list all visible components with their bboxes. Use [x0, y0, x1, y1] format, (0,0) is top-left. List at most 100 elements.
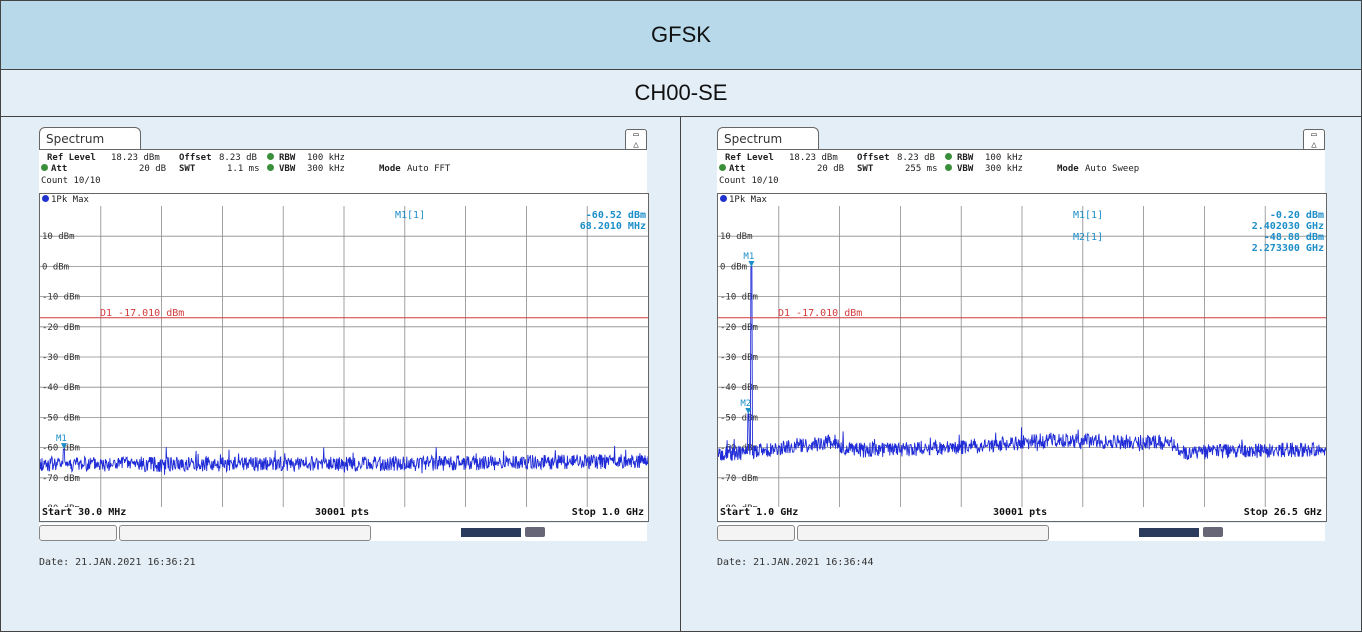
- limit-line-label: D1 -17.010 dBm: [778, 308, 862, 319]
- marker-readout-freq: 68.2010 MHz: [580, 221, 646, 232]
- left-cell: Spectrum ▭ △ Ref Level 18.23 dBm Offset 8…: [1, 117, 681, 631]
- marker-readout-name: M2[1]: [1073, 232, 1103, 243]
- trace-label-text: 1Pk Max: [51, 195, 89, 205]
- y-tick-label: -70 dBm: [42, 474, 80, 484]
- marker-readout-value: -0.20 dBm: [1270, 210, 1324, 221]
- trace-label: 1Pk Max: [42, 195, 89, 205]
- count-text: Count 10/10: [41, 176, 101, 186]
- taskbar-button[interactable]: [717, 525, 795, 541]
- spectrum-trace: [39, 445, 649, 475]
- trace-label: 1Pk Max: [720, 195, 767, 205]
- right-cell: Spectrum ▭ △ Ref Level 18.23 dBm Offset 8…: [681, 117, 1361, 631]
- att-dot-icon: [719, 164, 726, 174]
- vbw-label: VBW: [957, 164, 974, 174]
- y-tick-label: -70 dBm: [720, 474, 758, 484]
- y-tick-label: 10 dBm: [42, 232, 75, 242]
- date-stamp: Date: 21.JAN.2021 16:36:44: [717, 557, 874, 568]
- window-icon[interactable]: ▭ △: [625, 129, 647, 151]
- spectrum-tab[interactable]: Spectrum: [717, 127, 819, 150]
- ref-level-label: Ref Level: [47, 153, 96, 163]
- analyzer-left: Spectrum ▭ △ Ref Level 18.23 dBm Offset 8…: [39, 127, 651, 607]
- vbw-value: 300 kHz: [307, 164, 345, 174]
- offset-label: Offset: [857, 153, 890, 163]
- ref-level-value: 18.23 dBm: [789, 153, 838, 163]
- count-text: Count 10/10: [719, 176, 779, 186]
- taskbar-field[interactable]: [797, 525, 1049, 541]
- rbw-dot-icon: [945, 153, 952, 163]
- rbw-value: 100 kHz: [307, 153, 345, 163]
- status-icon: [525, 527, 545, 537]
- marker-readout-value: -48.88 dBm: [1264, 232, 1324, 243]
- progress-indicator: [461, 528, 521, 537]
- att-label: Att: [729, 164, 746, 174]
- marker-triangle: [60, 443, 67, 450]
- marker-label: M1: [56, 434, 67, 444]
- att-value: 20 dB: [817, 164, 845, 174]
- ref-level-value: 18.23 dBm: [111, 153, 160, 163]
- date-stamp: Date: 21.JAN.2021 16:36:21: [39, 557, 196, 568]
- y-tick-label: -30 dBm: [720, 353, 758, 363]
- spectrum-tab[interactable]: Spectrum: [39, 127, 141, 150]
- progress-indicator: [1139, 528, 1199, 537]
- points-label: 30001 pts: [993, 507, 1048, 518]
- rbw-label: RBW: [279, 153, 296, 163]
- y-tick-label: -20 dBm: [42, 323, 80, 333]
- taskbar-button[interactable]: [39, 525, 117, 541]
- marker-label: M1: [743, 252, 754, 262]
- mode-value: Auto Sweep: [1085, 164, 1140, 174]
- y-tick-label: -50 dBm: [42, 413, 80, 423]
- trace-dot-icon: [720, 195, 727, 202]
- rbw-label: RBW: [957, 153, 974, 163]
- y-tick-label: 0 dBm: [720, 262, 747, 272]
- spectrum-plot: 10 dBm 0 dBm -10 dBm -20 dBm -30 dBm -40 dBm -…: [39, 206, 649, 514]
- swt-value: 1.1 ms: [227, 164, 260, 174]
- plot-area: 1Pk Max 10 dBm 0 dBm -10 dBm -20 dBm -30 dBm…: [39, 193, 649, 514]
- settings-panel: Ref Level 18.23 dBm Offset 8.23 dB RBW 1…: [717, 149, 1325, 194]
- marker-readout-freq: 2.273300 GHz: [1252, 243, 1324, 254]
- y-tick-label: -40 dBm: [42, 383, 80, 393]
- y-tick-label: -10 dBm: [42, 293, 80, 303]
- start-label: Start 30.0 MHz: [42, 507, 127, 518]
- spectrum-trace: [717, 266, 1327, 462]
- stop-label: Stop 26.5 GHz: [1243, 507, 1322, 518]
- modulation-header: GFSK: [1, 1, 1361, 70]
- channel-header: CH00-SE: [1, 70, 1361, 117]
- y-tick-label: 0 dBm: [42, 262, 69, 272]
- offset-value: 8.23 dB: [897, 153, 935, 163]
- swt-label: SWT: [857, 164, 874, 174]
- vbw-dot-icon: [267, 164, 274, 174]
- status-icon: [1203, 527, 1223, 537]
- y-tick-label: -50 dBm: [720, 413, 758, 423]
- swt-value: 255 ms: [905, 164, 938, 174]
- window-icon[interactable]: ▭ △: [1303, 129, 1325, 151]
- vbw-value: 300 kHz: [985, 164, 1023, 174]
- swt-label: SWT: [179, 164, 196, 174]
- marker-readout-name: M1[1]: [1073, 210, 1103, 221]
- marker-triangle: [748, 261, 755, 268]
- taskbar-field[interactable]: [119, 525, 371, 541]
- plot-area: 1Pk Max 10 dBm 0 dBm -10 dBm -20 dBm -30 dBm…: [717, 193, 1327, 514]
- y-tick-label: -20 dBm: [720, 323, 758, 333]
- limit-line-label: D1 -17.010 dBm: [100, 308, 184, 319]
- att-label: Att: [51, 164, 68, 174]
- y-tick-label: 10 dBm: [720, 232, 753, 242]
- vbw-label: VBW: [279, 164, 296, 174]
- att-value: 20 dB: [139, 164, 167, 174]
- start-label: Start 1.0 GHz: [720, 507, 799, 518]
- marker-readout-value: -60.52 dBm: [586, 210, 646, 221]
- y-tick-label: -30 dBm: [42, 353, 80, 363]
- spectrum-plot: 10 dBm 0 dBm -10 dBm -20 dBm -30 dBm -40 dBm -…: [717, 206, 1327, 514]
- stop-label: Stop 1.0 GHz: [571, 507, 644, 518]
- y-tick-label: -40 dBm: [720, 383, 758, 393]
- marker-triangle: [745, 408, 752, 415]
- trace-dot-icon: [42, 195, 49, 202]
- taskbar: [717, 523, 1325, 541]
- points-label: 30001 pts: [315, 507, 370, 518]
- offset-label: Offset: [179, 153, 212, 163]
- marker-label: M2: [740, 399, 751, 409]
- trace-label-text: 1Pk Max: [729, 195, 767, 205]
- analyzer-right: Spectrum ▭ △ Ref Level 18.23 dBm Offset 8…: [717, 127, 1329, 607]
- y-tick-label: -10 dBm: [720, 293, 758, 303]
- rbw-dot-icon: [267, 153, 274, 163]
